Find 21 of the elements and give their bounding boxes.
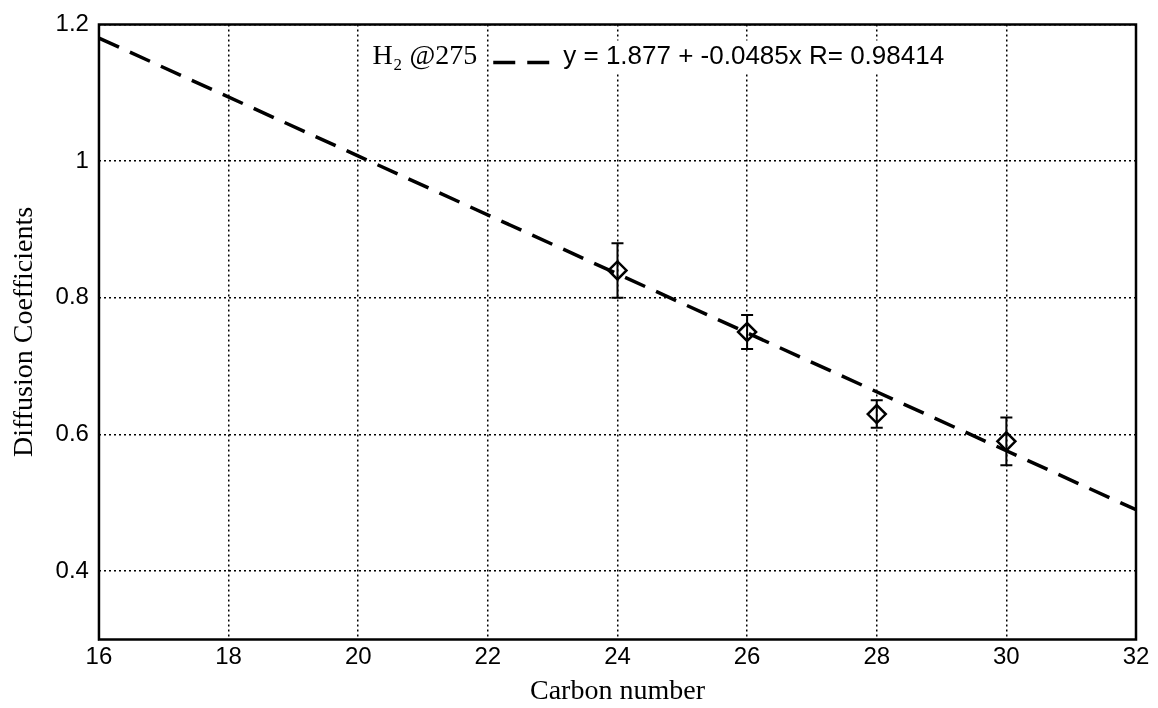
x-tick-label: 30: [993, 641, 1020, 669]
x-tick-label: 28: [863, 641, 891, 669]
y-tick-label: 0.6: [55, 419, 89, 447]
x-tick-label: 22: [474, 641, 502, 669]
point: [607, 260, 628, 281]
y-tick-label: 1: [75, 145, 89, 173]
x-tick-label: 18: [215, 641, 242, 669]
x-tick-label: 32: [1122, 641, 1150, 669]
annotation: y = 1.877 + -0.0485x R= 0.98414: [563, 39, 945, 70]
point: [996, 431, 1017, 452]
y-tick-label: 0.8: [55, 282, 89, 310]
y-axis-title: Diffusion Coefficients: [7, 206, 39, 458]
y-tick-label: 0.4: [55, 555, 89, 583]
x-tick-label: 20: [344, 641, 372, 669]
x-tick-label: 16: [85, 641, 113, 669]
x-axis-title: Carbon number: [530, 673, 706, 705]
x-tick-label: 26: [733, 641, 761, 669]
legend-label: H₂ @275: [372, 38, 478, 70]
y-tick-label: 1.2: [55, 9, 89, 37]
point: [736, 321, 758, 343]
x-tick-label: 24: [604, 641, 631, 669]
